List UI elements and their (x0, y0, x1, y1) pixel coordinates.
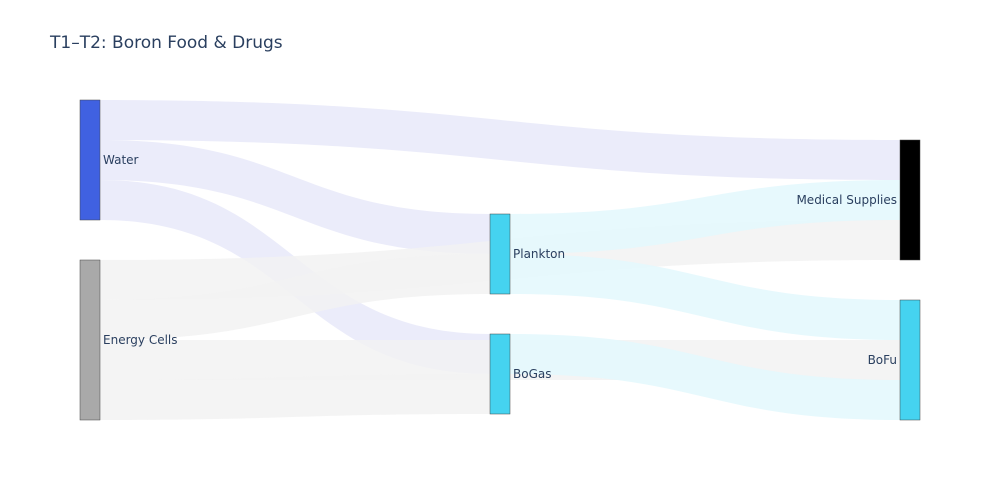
link-plankton-to-bofu[interactable] (510, 254, 900, 340)
chart-title: T1–T2: Boron Food & Drugs (50, 33, 283, 53)
node-label-medical-supplies: Medical Supplies (796, 193, 897, 207)
link-water-to-plankton[interactable] (100, 140, 490, 254)
node-label-water: Water (103, 153, 139, 167)
link-energy_cells-to-bogas[interactable] (100, 374, 490, 420)
node-label-energy-cells: Energy Cells (103, 333, 178, 347)
node-energy-cells[interactable] (79, 259, 101, 421)
link-plankton-to-medical_supplies[interactable] (510, 180, 900, 254)
labels-layer: Water Energy Cells Plankton BoGas Medical Su… (103, 153, 897, 381)
node-bofu[interactable] (899, 299, 921, 421)
node-medical-supplies[interactable] (899, 139, 921, 261)
node-water[interactable] (79, 99, 101, 221)
nodes-layer (79, 99, 921, 421)
node-label-bogas: BoGas (513, 367, 551, 381)
link-energy_cells-to-plankton[interactable] (100, 254, 490, 340)
link-bogas-to-bofu[interactable] (510, 334, 900, 420)
link-water-to-medical_supplies[interactable] (100, 100, 900, 180)
links-layer (100, 100, 900, 420)
node-bogas[interactable] (489, 333, 511, 415)
node-plankton[interactable] (489, 213, 511, 295)
node-label-bofu: BoFu (868, 353, 897, 367)
node-label-plankton: Plankton (513, 247, 565, 261)
